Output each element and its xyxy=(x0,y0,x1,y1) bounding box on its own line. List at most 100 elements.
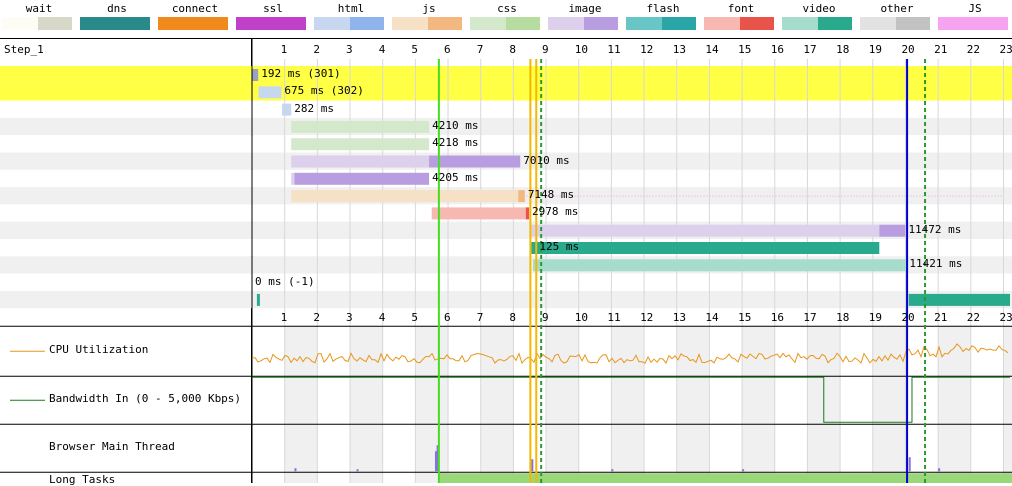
main-thread-activity xyxy=(611,469,614,472)
waterfall-canvas xyxy=(0,39,1012,483)
time-tick-top: 12 xyxy=(640,43,654,56)
grid-band xyxy=(415,326,449,483)
request-bar-download xyxy=(291,172,295,185)
time-tick-bottom: 7 xyxy=(476,311,484,325)
request-timing-label: 2978 ms xyxy=(532,205,579,219)
legend-swatch-dark xyxy=(818,17,852,30)
request-bar-download xyxy=(282,103,292,116)
waterfall-chart: 1. studiomaehler.de - /2. www.studiomaeh… xyxy=(0,38,1012,486)
legend-item-css: css xyxy=(468,0,546,34)
main-thread-activity xyxy=(294,468,297,472)
legend-swatch-light xyxy=(158,17,194,30)
main-thread-activity xyxy=(356,469,359,472)
grid-band xyxy=(938,326,971,483)
legend-swatch-light xyxy=(704,17,740,30)
time-tick-top: 13 xyxy=(672,43,686,56)
legend-swatch-light xyxy=(236,17,272,30)
request-row-bg xyxy=(0,273,1012,291)
time-tick-bottom: 4 xyxy=(378,311,386,325)
legend-swatch-light xyxy=(80,17,116,30)
legend-item-font: font xyxy=(702,0,780,34)
grid-band xyxy=(546,326,579,483)
legend-label: flash xyxy=(646,2,680,15)
request-bar-download xyxy=(291,155,430,168)
waterfall-overlay: 1 1 2 2 3 3 4 4 5 5 6 6 7 7 8 8 9 9 10 10 11 11 12 12 13 13 14 14 15… xyxy=(0,39,1012,486)
time-tick-top: 16 xyxy=(770,43,784,56)
request-bar-download xyxy=(908,293,1010,306)
legend-swatch-dark xyxy=(38,17,72,30)
main-thread-activity xyxy=(531,459,534,472)
cpu-utilization-line xyxy=(251,343,1009,365)
request-row-bg xyxy=(0,117,1012,136)
request-timing-label: 11421 ms xyxy=(909,257,963,271)
request-bar-content xyxy=(903,259,907,272)
request-bar-tiny xyxy=(256,293,260,306)
legend-swatch-dark xyxy=(428,17,462,30)
legend-swatch-dark xyxy=(662,17,696,30)
request-timing-label: 4205 ms xyxy=(432,170,479,184)
time-tick-top: 21 xyxy=(934,43,948,56)
time-tick-bottom: 19 xyxy=(868,311,883,325)
grid-band xyxy=(611,326,645,483)
legend-item-dns: dns xyxy=(78,0,156,34)
main-thread-activity xyxy=(938,468,941,472)
time-tick-top: 5 xyxy=(411,43,418,56)
legend-label: video xyxy=(802,2,836,15)
grid-band xyxy=(350,326,383,483)
legend-swatch-dark xyxy=(350,17,384,30)
time-tick-bottom: 2 xyxy=(313,311,320,325)
legend-item-connect: connect xyxy=(156,0,234,34)
request-bar-download xyxy=(291,190,519,203)
legend-label: dns xyxy=(107,2,127,15)
legend-label: wait xyxy=(25,2,53,15)
request-bar-download xyxy=(291,138,430,151)
panel-label-bandwidth: Bandwidth In (0 - 5,000 Kbps) xyxy=(49,392,242,406)
request-timing-label: 7010 ms xyxy=(523,153,570,167)
legend-swatch-light xyxy=(548,17,584,30)
legend-swatch-light xyxy=(392,17,428,30)
waterfall-legend: wait dns connect ssl html js css image flash font… xyxy=(0,0,1012,34)
time-tick-bottom: 20 xyxy=(901,311,915,325)
time-tick-top: 23 xyxy=(999,43,1012,56)
time-tick-top: 15 xyxy=(738,43,752,56)
legend-label: css xyxy=(497,2,517,15)
legend-label: font xyxy=(727,2,755,15)
time-tick-bottom: 22 xyxy=(966,311,981,325)
time-tick-top: 17 xyxy=(803,43,817,56)
legend-swatch-dark xyxy=(584,17,618,30)
request-bar-download xyxy=(431,207,526,220)
time-tick-bottom: 17 xyxy=(803,311,817,325)
request-bar-content xyxy=(294,172,430,185)
main-thread-activity xyxy=(742,469,745,472)
request-bar-download xyxy=(529,224,880,237)
time-tick-bottom: 18 xyxy=(836,311,850,325)
legend-swatch-dark xyxy=(506,17,540,30)
main-thread-activity xyxy=(908,457,911,472)
request-timing-label: 192 ms (301) xyxy=(261,67,341,80)
grid-band xyxy=(742,326,775,483)
time-tick-bottom: 12 xyxy=(640,311,654,325)
time-tick-top: 20 xyxy=(901,43,915,56)
request-bar-content xyxy=(518,190,525,203)
request-row-bg xyxy=(0,83,1012,101)
legend-item-other: other xyxy=(858,0,936,34)
request-timing-label: 4210 ms xyxy=(432,118,479,132)
panel-label-long-tasks: Long Tasks xyxy=(49,473,116,486)
legend-item-video: video xyxy=(780,0,858,34)
long-tasks-bar xyxy=(438,473,1012,483)
legend-label: connect xyxy=(171,2,219,15)
time-tick-top: 6 xyxy=(444,43,451,56)
legend-swatch-dark xyxy=(740,17,774,30)
request-bar-download xyxy=(532,259,904,272)
request-timing-label: 0 ms (-1) xyxy=(255,274,315,288)
time-tick-top: 7 xyxy=(476,43,484,56)
time-tick-top: 14 xyxy=(705,43,719,56)
legend-swatch-dark xyxy=(194,17,228,30)
legend-swatch-dark xyxy=(974,17,1008,30)
legend-label: other xyxy=(880,2,914,15)
panel-label-main-thread: Browser Main Thread xyxy=(49,440,175,454)
legend-label: ssl xyxy=(263,2,283,15)
main-thread-activity xyxy=(436,445,439,472)
legend-swatch-dark xyxy=(272,17,306,30)
main-thread-activity xyxy=(434,451,437,472)
